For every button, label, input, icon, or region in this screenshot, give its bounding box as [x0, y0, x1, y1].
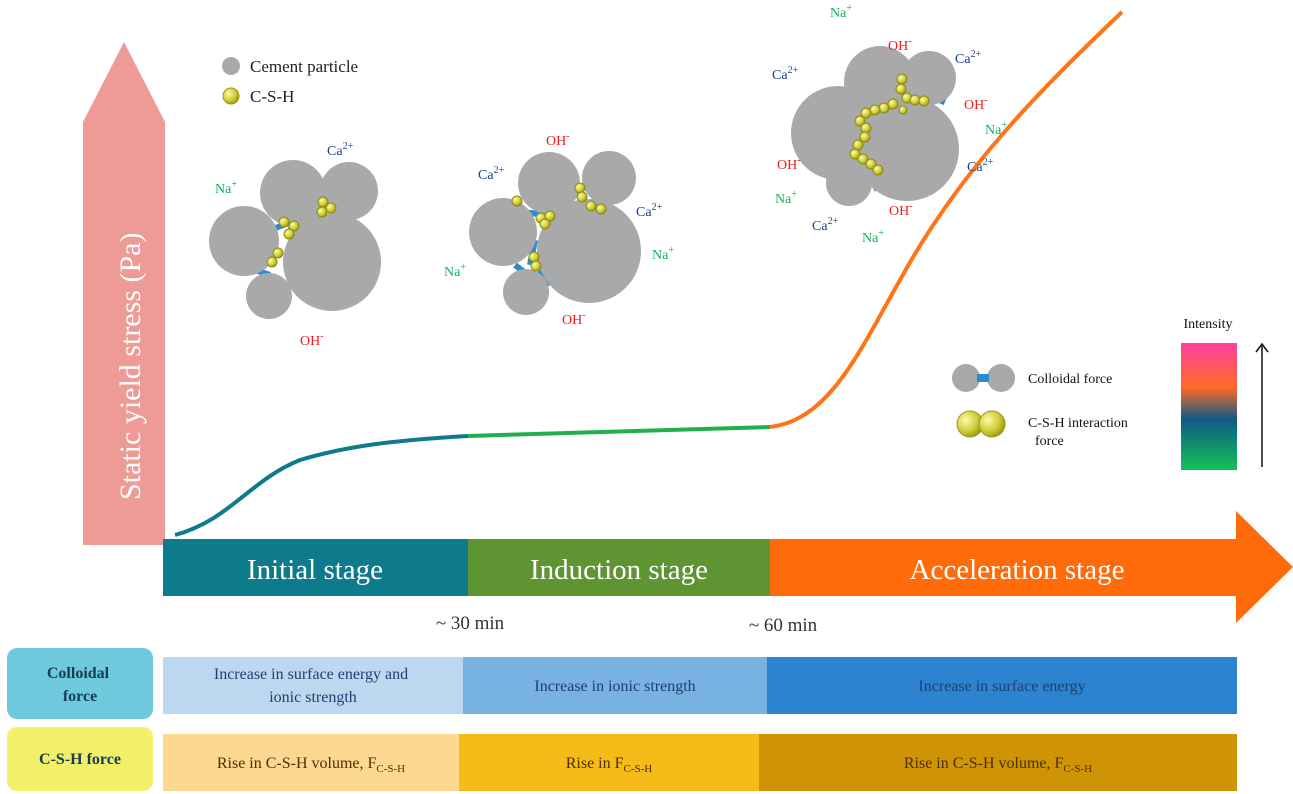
svg-text:OH-: OH-	[546, 131, 570, 149]
csh-deposits	[849, 73, 930, 176]
colloidal-force-label: Colloidal force	[1028, 372, 1112, 387]
svg-text:Ca2+: Ca2+	[772, 65, 799, 83]
particle-cluster-initial: Ca2+ Na+ OH-	[209, 141, 381, 349]
cell-csh-acceleration	[759, 734, 1237, 791]
csh-interaction-label: C-S-H interaction force	[1028, 416, 1131, 449]
time-mark-60: ~ 60 min	[749, 615, 818, 636]
svg-text:Na+: Na+	[215, 179, 237, 197]
svg-text:Ca2+: Ca2+	[636, 202, 663, 220]
cell-colloidal-initial	[163, 657, 463, 714]
svg-text:Increase in surface energy: Increase in surface energy	[918, 678, 1085, 695]
svg-text:Increase in surface energy and: Increase in surface energy and ionic str…	[214, 666, 412, 706]
svg-text:OH-: OH-	[964, 95, 988, 113]
curve-initial-segment	[174, 434, 469, 537]
svg-text:Ca2+: Ca2+	[478, 165, 505, 183]
cell-colloidal-acceleration	[767, 657, 1237, 714]
particle-cluster-acceleration: Na+ OH- Ca2+ Ca2+ OH- Na+ OH- Ca2+ Na+ O…	[772, 3, 1007, 246]
legend-csh-label: C-S-H	[250, 87, 294, 106]
svg-text:OH-: OH-	[300, 331, 324, 349]
svg-text:Ca2+: Ca2+	[812, 216, 839, 234]
svg-text:Na+: Na+	[862, 228, 884, 246]
colloidal-force-icon	[952, 364, 1015, 392]
curve-acceleration-segment	[769, 10, 1124, 429]
svg-text:C-S-H force: C-S-H force	[39, 751, 121, 768]
stage-acceleration-label: Acceleration stage	[910, 554, 1125, 586]
row-header-csh	[7, 727, 153, 791]
up-arrow-icon	[1255, 342, 1269, 467]
cell-colloidal-induction	[463, 657, 767, 714]
forces-table: Colloidal force Increase in surface ener…	[7, 648, 1237, 791]
cell-csh-induction	[459, 734, 759, 791]
svg-text:OH-: OH-	[889, 201, 913, 219]
svg-text:Ca2+: Ca2+	[967, 157, 994, 175]
svg-text:OH-: OH-	[888, 36, 912, 54]
stage-induction-band	[468, 539, 770, 596]
csh-deposits	[511, 182, 607, 272]
stage-initial-label: Initial stage	[247, 554, 383, 586]
y-axis-label: Static yield stress (Pa)	[114, 233, 147, 500]
intensity-gradient-bar	[1181, 343, 1237, 470]
svg-text:OH-: OH-	[562, 310, 586, 328]
svg-text:Rise in C-S-H volume, FC-S-H: Rise in C-S-H volume, FC-S-H	[217, 755, 405, 775]
svg-text:Rise in C-S-H volume, FC-S-H: Rise in C-S-H volume, FC-S-H	[904, 755, 1092, 775]
stage-acceleration-band	[770, 511, 1293, 623]
svg-text:Na+: Na+	[444, 262, 466, 280]
svg-text:Na+: Na+	[775, 189, 797, 207]
svg-text:Rise in FC-S-H: Rise in FC-S-H	[566, 755, 653, 775]
stage-arrow	[163, 511, 1293, 623]
row-header-colloidal	[7, 648, 153, 719]
svg-text:Na+: Na+	[985, 120, 1007, 138]
y-axis-arrow	[83, 42, 165, 545]
curve-induction-segment	[467, 425, 771, 438]
time-mark-30: ~ 30 min	[436, 613, 505, 634]
svg-text:Na+: Na+	[652, 245, 674, 263]
csh-deposits	[266, 196, 337, 268]
svg-text:Increase in ionic strength: Increase in ionic strength	[534, 678, 695, 695]
svg-text:OH-: OH-	[777, 155, 801, 173]
svg-text:Ca2+: Ca2+	[327, 141, 354, 159]
legend: Cement particle C-S-H	[222, 57, 358, 106]
svg-text:Ca2+: Ca2+	[955, 49, 982, 67]
cell-csh-initial	[163, 734, 459, 791]
csh-interaction-icon	[956, 410, 1006, 438]
stage-induction-label: Induction stage	[530, 554, 708, 586]
intensity-title: Intensity	[1184, 317, 1233, 332]
yield-stress-curve	[174, 10, 1124, 537]
stage-initial-band	[163, 539, 468, 596]
intensity-legend: Intensity Colloidal force C-S-H interact…	[952, 317, 1269, 470]
legend-cement-label: Cement particle	[250, 57, 358, 76]
csh-legend-icon	[222, 87, 240, 105]
cement-particle-legend-icon	[222, 57, 240, 75]
svg-text:Colloidal force: Colloidal force	[47, 665, 113, 705]
particle-cluster-induction: OH- Ca2+ Ca2+ Na+ Na+ OH-	[444, 131, 674, 328]
svg-text:Na+: Na+	[830, 3, 852, 21]
